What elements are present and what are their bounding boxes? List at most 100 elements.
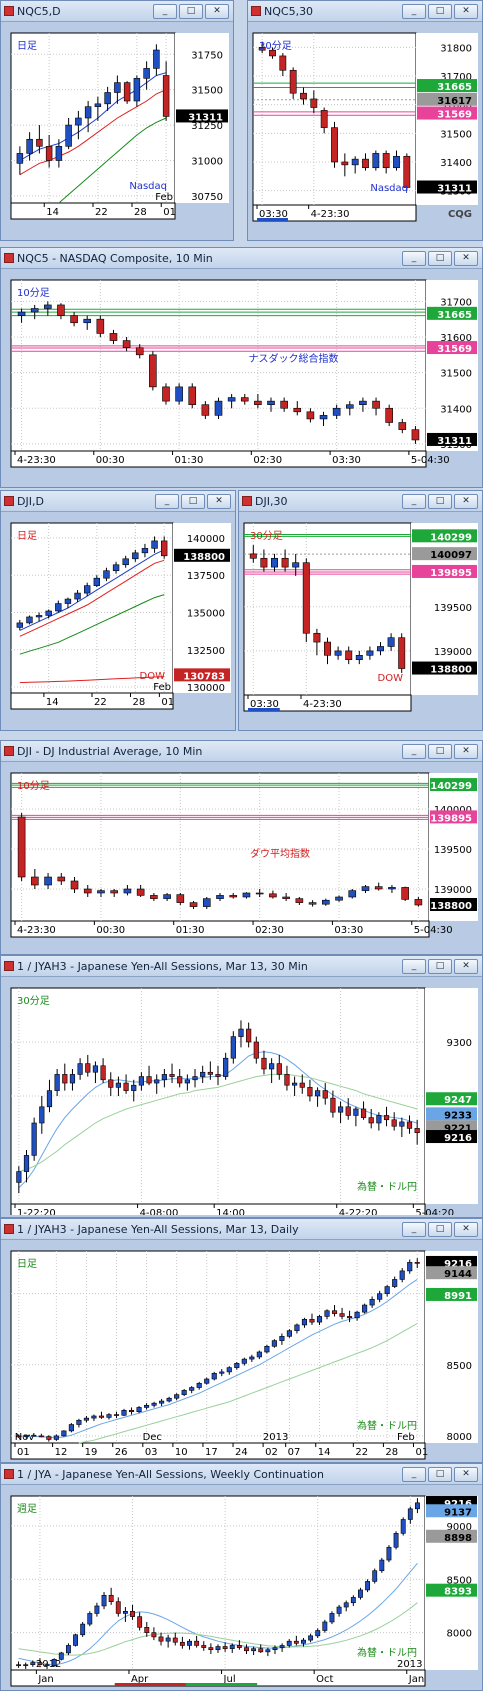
- title-bar[interactable]: 1 / JYA - Japanese Yen-All Sessions, Wee…: [1, 1464, 482, 1485]
- chart-area[interactable]: 31750 31500 31250 31000 30750 14 22 28 01 Feb 3131…: [1, 21, 231, 238]
- title-bar[interactable]: DJI,30 _ □ ✕: [239, 491, 482, 512]
- window-title: NQC5,D: [17, 4, 61, 18]
- window-nqc5-daily[interactable]: NQC5,D _ □ ✕ 31750 31500 31250 31000 30750 14 22 28…: [0, 0, 234, 241]
- title-bar[interactable]: DJI,D _ □ ✕: [1, 491, 235, 512]
- title-bar[interactable]: NQC5,30 _ □ ✕: [248, 1, 482, 22]
- chart-area[interactable]: 930092501-22:204-08:0014:004-22:205-04:2…: [1, 976, 480, 1215]
- candle: [131, 1079, 137, 1102]
- maximize-button[interactable]: □: [179, 3, 203, 19]
- x-tick-label: 5-04:30: [414, 925, 453, 936]
- y-tick-label: 8500: [447, 1361, 472, 1372]
- close-button[interactable]: ✕: [454, 1221, 478, 1237]
- minimize-button[interactable]: _: [402, 1221, 426, 1237]
- window-jyah3-30[interactable]: 1 / JYAH3 - Japanese Yen-All Sessions, M…: [0, 955, 483, 1218]
- x-tick-label: 14:00: [216, 1208, 245, 1215]
- minimize-button[interactable]: _: [402, 743, 426, 759]
- window-title: DJI,30: [255, 494, 288, 508]
- app-icon[interactable]: [4, 6, 14, 16]
- close-button[interactable]: ✕: [454, 958, 478, 974]
- app-icon[interactable]: [4, 961, 14, 971]
- maximize-button[interactable]: □: [428, 743, 452, 759]
- minimize-button[interactable]: _: [402, 958, 426, 974]
- close-button[interactable]: ✕: [454, 250, 478, 266]
- price-label-box: [426, 1130, 477, 1144]
- app-icon[interactable]: [4, 1224, 14, 1234]
- x-tick-label: 22: [355, 1447, 368, 1458]
- title-bar[interactable]: NQC5 - NASDAQ Composite, 10 Min _ □ ✕: [1, 248, 482, 269]
- close-button[interactable]: ✕: [207, 493, 231, 509]
- close-button[interactable]: ✕: [454, 3, 478, 19]
- title-bar[interactable]: NQC5,D _ □ ✕: [1, 1, 233, 22]
- chart-area[interactable]: 9000850080000112192603101724020714222801…: [1, 1239, 480, 1460]
- window-nqc5-30[interactable]: NQC5,30_□✕318003170031600315003140031300…: [247, 0, 483, 241]
- app-icon[interactable]: [242, 496, 252, 506]
- x-upper-label: Feb: [153, 682, 171, 693]
- session-bar: [114, 1683, 186, 1686]
- window-jyah3-daily[interactable]: 1 / JYAH3 - Japanese Yen-All Sessions, M…: [0, 1218, 483, 1463]
- title-bar[interactable]: 1 / JYAH3 - Japanese Yen-All Sessions, M…: [1, 1219, 482, 1240]
- minimize-button[interactable]: _: [402, 493, 426, 509]
- period-label: 週足: [17, 1503, 37, 1515]
- window-dji-daily[interactable]: DJI,D _ □ ✕ 140000 137500 135000 132500 130000 14…: [0, 490, 236, 731]
- price-label-box: [427, 306, 477, 320]
- price-label-text: 8898: [444, 1533, 472, 1544]
- y-tick-label: 132500: [187, 646, 225, 657]
- close-button[interactable]: ✕: [205, 3, 229, 19]
- app-icon[interactable]: [251, 6, 261, 16]
- minimize-button[interactable]: _: [402, 3, 426, 19]
- candle: [16, 1166, 22, 1194]
- chart-area[interactable]: 31800317003160031500314003130003:304-23:…: [248, 21, 480, 238]
- period-label: 30分足: [250, 530, 283, 542]
- candle: [175, 383, 183, 405]
- candle: [100, 1058, 106, 1084]
- price-label-box: [174, 548, 230, 562]
- price-label-text: 9216: [444, 1259, 472, 1270]
- chart-area[interactable]: 139500 139000 03:30 4-23:30 140299 140097 1398…: [239, 511, 480, 728]
- minimize-button[interactable]: _: [402, 250, 426, 266]
- candle: [253, 1036, 259, 1064]
- chart-area[interactable]: 31700316003150031400313004-23:3000:3001:…: [1, 268, 480, 485]
- window-dji-10[interactable]: DJI - DJ Industrial Average, 10 Min _□✕ 14…: [0, 740, 483, 955]
- maximize-button[interactable]: □: [428, 3, 452, 19]
- candle: [353, 1106, 359, 1127]
- candle: [322, 898, 330, 906]
- period-label: 日足: [17, 1258, 37, 1270]
- maximize-button[interactable]: □: [428, 493, 452, 509]
- close-button[interactable]: ✕: [454, 1466, 478, 1482]
- window-dji-30[interactable]: DJI,30 _ □ ✕ 139500 139000 03:30 4-23:30 140299 1…: [238, 490, 483, 731]
- maximize-button[interactable]: □: [428, 1221, 452, 1237]
- minimize-button[interactable]: _: [155, 493, 179, 509]
- app-icon[interactable]: [4, 253, 14, 263]
- chart-area[interactable]: 900085008000JanAprJulOctJan2012201392169…: [1, 1484, 480, 1688]
- candle: [108, 1587, 114, 1605]
- window-jya-weekly[interactable]: 1 / JYA - Japanese Yen-All Sessions, Wee…: [0, 1463, 483, 1691]
- close-button[interactable]: ✕: [454, 743, 478, 759]
- x-tick-label: Jan: [408, 1674, 424, 1685]
- candle: [136, 1406, 142, 1414]
- minimize-button[interactable]: _: [153, 3, 177, 19]
- maximize-button[interactable]: □: [428, 1466, 452, 1482]
- price-label-text: 140299: [430, 781, 472, 792]
- window-nqc5-10[interactable]: NQC5 - NASDAQ Composite, 10 Min _ □ ✕ 31700 3…: [0, 247, 483, 488]
- maximize-button[interactable]: □: [428, 250, 452, 266]
- close-button[interactable]: ✕: [454, 493, 478, 509]
- candle: [242, 892, 251, 899]
- moving-average-line: [19, 72, 167, 161]
- title-bar[interactable]: 1 / JYAH3 - Japanese Yen-All Sessions, M…: [1, 956, 482, 977]
- app-icon[interactable]: [4, 1469, 14, 1479]
- maximize-button[interactable]: □: [428, 958, 452, 974]
- title-bar[interactable]: DJI - DJ Industrial Average, 10 Min _ □ ✕: [1, 741, 482, 762]
- candle: [109, 329, 118, 345]
- candle: [58, 1651, 64, 1661]
- candle: [354, 1310, 360, 1321]
- chart-area[interactable]: 140000 137500 135000 132500 130000 14 22 28 01 Fe…: [1, 511, 233, 728]
- maximize-button[interactable]: □: [181, 493, 205, 509]
- y-tick-label: 30750: [191, 192, 223, 203]
- candle: [44, 873, 52, 889]
- candle: [359, 397, 367, 412]
- app-icon[interactable]: [4, 496, 14, 506]
- minimize-button[interactable]: _: [402, 1466, 426, 1482]
- chart-area[interactable]: 1400001395001390004-23:3000:3001:3002:30…: [1, 761, 480, 952]
- candle: [286, 1639, 292, 1648]
- app-icon[interactable]: [4, 746, 14, 756]
